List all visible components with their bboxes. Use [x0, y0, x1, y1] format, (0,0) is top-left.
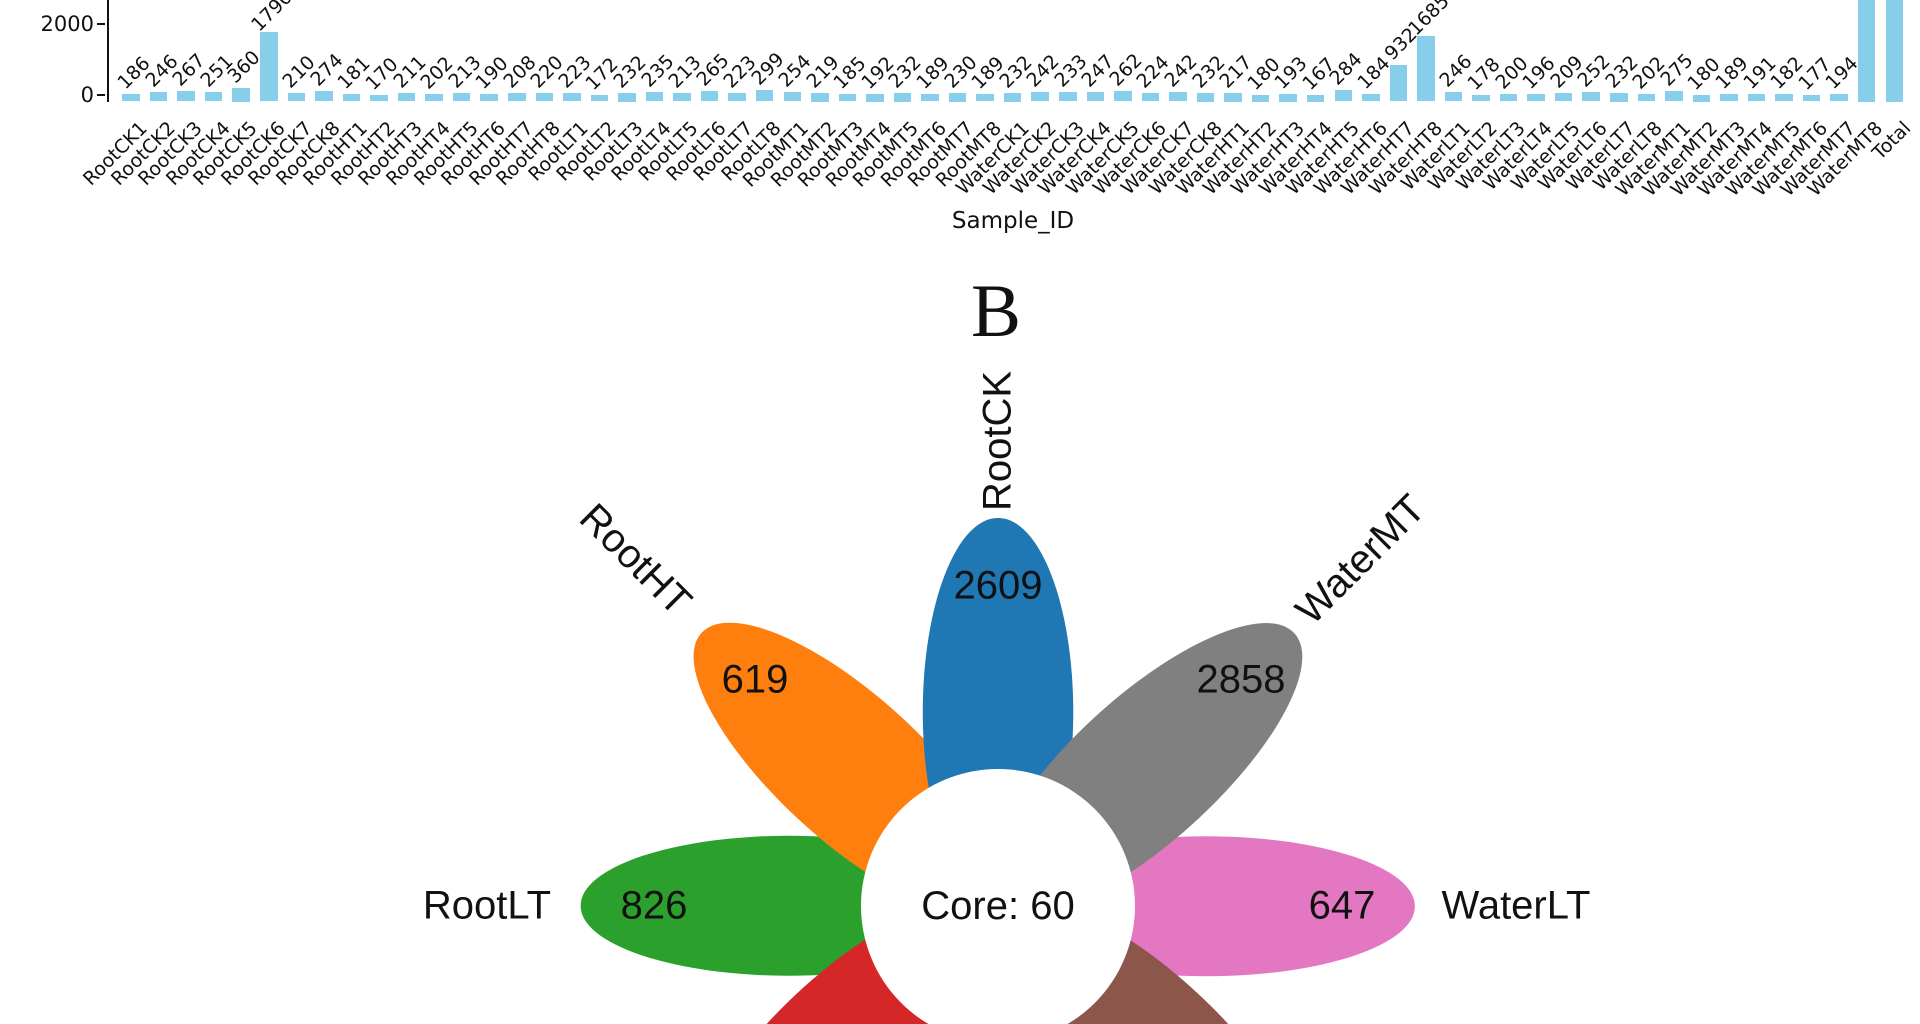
- bar: [1665, 90, 1683, 102]
- petal-count: 2858: [1196, 657, 1286, 702]
- bar: [1802, 94, 1821, 102]
- petal-name-label: RootLT: [422, 883, 552, 928]
- bar: [1059, 92, 1077, 102]
- bar: [1417, 35, 1435, 102]
- bar: [1031, 92, 1049, 102]
- petal-count: 826: [620, 883, 688, 928]
- bar: [508, 93, 526, 102]
- bar: [1527, 93, 1545, 102]
- bar: [1610, 92, 1628, 102]
- bar: [122, 94, 140, 102]
- bar: [1885, 0, 1903, 102]
- bar: [177, 91, 195, 102]
- bar-value-label: 360: [223, 45, 265, 88]
- bar: [287, 93, 306, 102]
- bar: [535, 92, 553, 102]
- bar: [811, 93, 829, 102]
- bar: [232, 87, 250, 102]
- bar: [204, 91, 223, 102]
- bar-value-label: 1790: [246, 0, 297, 36]
- bar: [563, 92, 581, 102]
- bar: [838, 94, 857, 102]
- petal-name-label: WaterLT: [1441, 883, 1591, 928]
- bar: [1362, 94, 1380, 102]
- bar: [783, 91, 801, 102]
- bar: [1747, 94, 1766, 102]
- bar: [452, 93, 471, 102]
- bar: [1003, 92, 1022, 102]
- bar: [1141, 92, 1160, 102]
- bar: [342, 94, 361, 102]
- bar: [1251, 94, 1270, 102]
- bar: [1334, 90, 1352, 102]
- y-tick-label-0: 0: [80, 82, 94, 107]
- bar: [370, 94, 388, 102]
- y-axis-spine: [106, 0, 109, 102]
- petal-count: 619: [721, 657, 789, 702]
- bar: [1444, 91, 1463, 102]
- bar: [1279, 94, 1297, 102]
- bar: [1637, 93, 1655, 102]
- bar: [893, 92, 912, 102]
- bar: [1224, 93, 1242, 102]
- core-circle: Core: 60: [861, 769, 1135, 1024]
- bar-value-label: 194: [1821, 52, 1863, 94]
- bar: [1582, 91, 1600, 102]
- bar: [149, 91, 168, 102]
- bar: [1306, 95, 1325, 102]
- panel-b-title: B: [970, 270, 1022, 353]
- petal-name-label: RootCK: [975, 370, 1020, 512]
- bar: [1554, 93, 1573, 102]
- bar: [700, 91, 719, 102]
- bar: [1830, 93, 1848, 102]
- petal-count: 2609: [953, 563, 1043, 608]
- bar: [1169, 92, 1187, 102]
- bar: [1775, 94, 1793, 102]
- bar: [315, 90, 333, 102]
- bar: [260, 31, 278, 102]
- bar: [1389, 65, 1407, 102]
- bar: [1472, 94, 1490, 102]
- panel-a-bar-chart: 2000 0 186 246 267 251 360 1790 210 274 181 170 21…: [0, 0, 1920, 240]
- bar: [480, 94, 498, 102]
- petal-count: 647: [1308, 883, 1376, 928]
- bar: [645, 92, 664, 102]
- bar: [1499, 93, 1518, 102]
- bar: [728, 92, 746, 102]
- core-label: Core: 60: [921, 883, 1075, 928]
- bar: [618, 92, 636, 102]
- x-axis-title: Sample_ID: [951, 208, 1075, 234]
- y-tick-label-2000: 2000: [40, 11, 94, 36]
- bar: [1720, 94, 1738, 102]
- panel-b-flower-venn: B: [0, 240, 1920, 1024]
- y-tick-mark-2000: [97, 22, 105, 25]
- bar: [755, 89, 774, 102]
- bar-value-label: 1685: [1404, 0, 1454, 40]
- bar: [1086, 91, 1104, 102]
- bar: [1114, 91, 1132, 102]
- bar: [425, 93, 443, 102]
- bar: [976, 94, 994, 102]
- bar: [673, 93, 691, 102]
- bar: [590, 94, 609, 102]
- bar: [1196, 92, 1215, 102]
- bar: [1692, 94, 1711, 102]
- bar: [397, 93, 416, 102]
- y-tick-mark-0: [97, 93, 105, 96]
- bar: [921, 94, 939, 102]
- bar: [948, 92, 967, 102]
- bar: [1857, 0, 1876, 102]
- bar: [866, 94, 884, 102]
